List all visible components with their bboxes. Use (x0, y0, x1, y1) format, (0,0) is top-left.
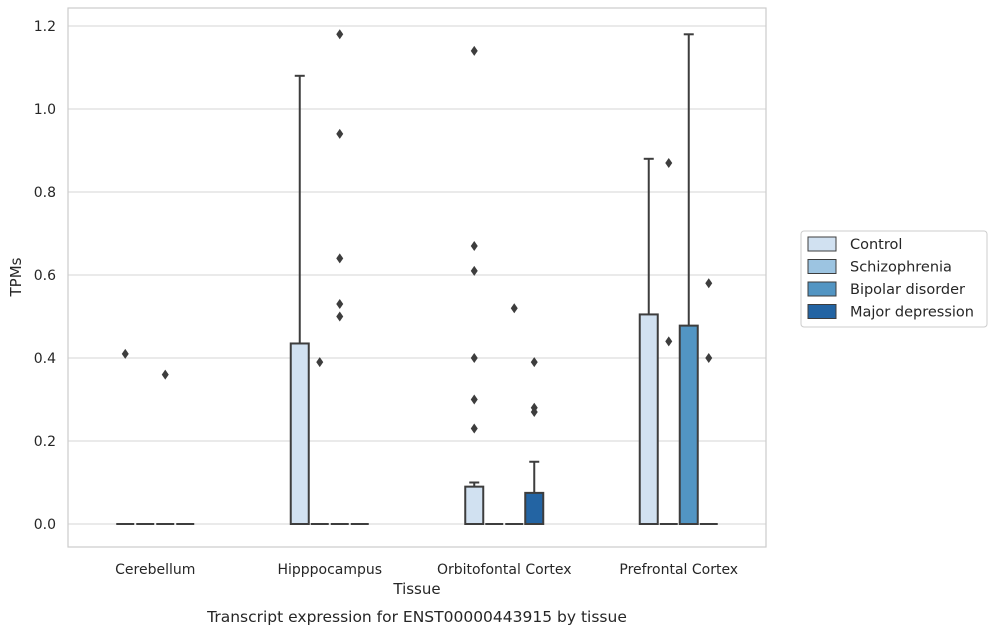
legend-swatch-2 (807, 281, 837, 297)
y-tick-label-3: 0.6 (34, 268, 56, 284)
legend-label-1: Schizophrenia (850, 260, 952, 276)
box-1-2 (330, 29, 349, 525)
box-rect (678, 324, 699, 525)
x-tick-labels: Cerebellum Hipppocampus Orbitofontal Corte… (115, 562, 738, 578)
legend-label-0: Control (850, 237, 902, 253)
box-rect (464, 485, 485, 525)
box-3-0 (638, 157, 659, 525)
y-tick-label-0: 0.0 (34, 517, 56, 533)
y-tick-labels: 0.0 0.2 0.4 0.6 0.8 1.0 1.2 (34, 19, 56, 533)
outlier-point-0 (316, 357, 324, 368)
legend-swatch-3 (807, 304, 837, 319)
legend-frame (800, 230, 988, 328)
box-2-0 (464, 45, 485, 525)
outlier-point-2 (530, 406, 538, 417)
box-3-1 (659, 157, 678, 525)
box-0-2 (156, 369, 175, 525)
x-tick-label-1: Hipppocampus (277, 562, 382, 578)
outlier-point-0 (510, 303, 518, 314)
outlier-point-0 (705, 278, 713, 289)
outlier-point-2 (470, 265, 478, 276)
box-rect (524, 491, 545, 525)
outlier-point-0 (470, 45, 478, 56)
outlier-point-0 (665, 157, 673, 168)
boxes (116, 29, 718, 525)
box-1-0 (289, 74, 310, 525)
chart-caption: Transcript expression for ENST0000044391… (206, 608, 627, 626)
outlier-point-3 (470, 353, 478, 363)
legend-label-3: Major depression (850, 305, 974, 321)
y-tick-label-2: 0.4 (34, 351, 56, 367)
outlier-point-4 (470, 394, 478, 405)
box-3-3 (699, 278, 718, 525)
outlier-point-0 (530, 357, 538, 368)
box-rect (289, 342, 310, 525)
y-axis-title: TPMs (7, 257, 25, 297)
box-0-0 (116, 348, 135, 525)
y-tick-label-4: 0.8 (34, 185, 56, 201)
outlier-point-1 (470, 240, 478, 251)
x-tick-label-0: Cerebellum (115, 562, 195, 578)
plot-frame (67, 7, 767, 548)
outlier-point-1 (336, 128, 344, 139)
outlier-point-0 (336, 29, 344, 40)
grid-lines (68, 25, 766, 525)
outlier-point-0 (121, 348, 129, 359)
outlier-point-2 (336, 253, 344, 264)
y-tick-label-6: 1.2 (34, 19, 56, 35)
outlier-point-0 (161, 369, 169, 380)
x-tick-label-3: Prefrontal Cortex (619, 562, 738, 578)
y-tick-label-5: 1.0 (34, 102, 56, 118)
box-rect (638, 313, 659, 525)
box-2-2 (505, 303, 524, 525)
x-tick-label-2: Orbitofontal Cortex (437, 562, 572, 578)
outlier-point-1 (705, 353, 713, 363)
plot-area (68, 8, 766, 547)
box-2-3 (524, 357, 545, 525)
outlier-point-3 (336, 299, 344, 310)
outlier-point-4 (336, 311, 344, 322)
outlier-point-5 (470, 423, 478, 434)
outlier-point-1 (665, 336, 673, 347)
x-axis-title: Tissue (392, 580, 440, 598)
legend-label-2: Bipolar disorder (850, 282, 965, 298)
legend-swatch-0 (807, 236, 837, 252)
legend: Control Schizophrenia Bipolar disorder Majo… (800, 230, 988, 328)
legend-swatch-1 (807, 259, 837, 274)
y-tick-label-1: 0.2 (34, 434, 56, 450)
box-1-1 (310, 357, 329, 525)
box-3-2 (678, 33, 699, 525)
